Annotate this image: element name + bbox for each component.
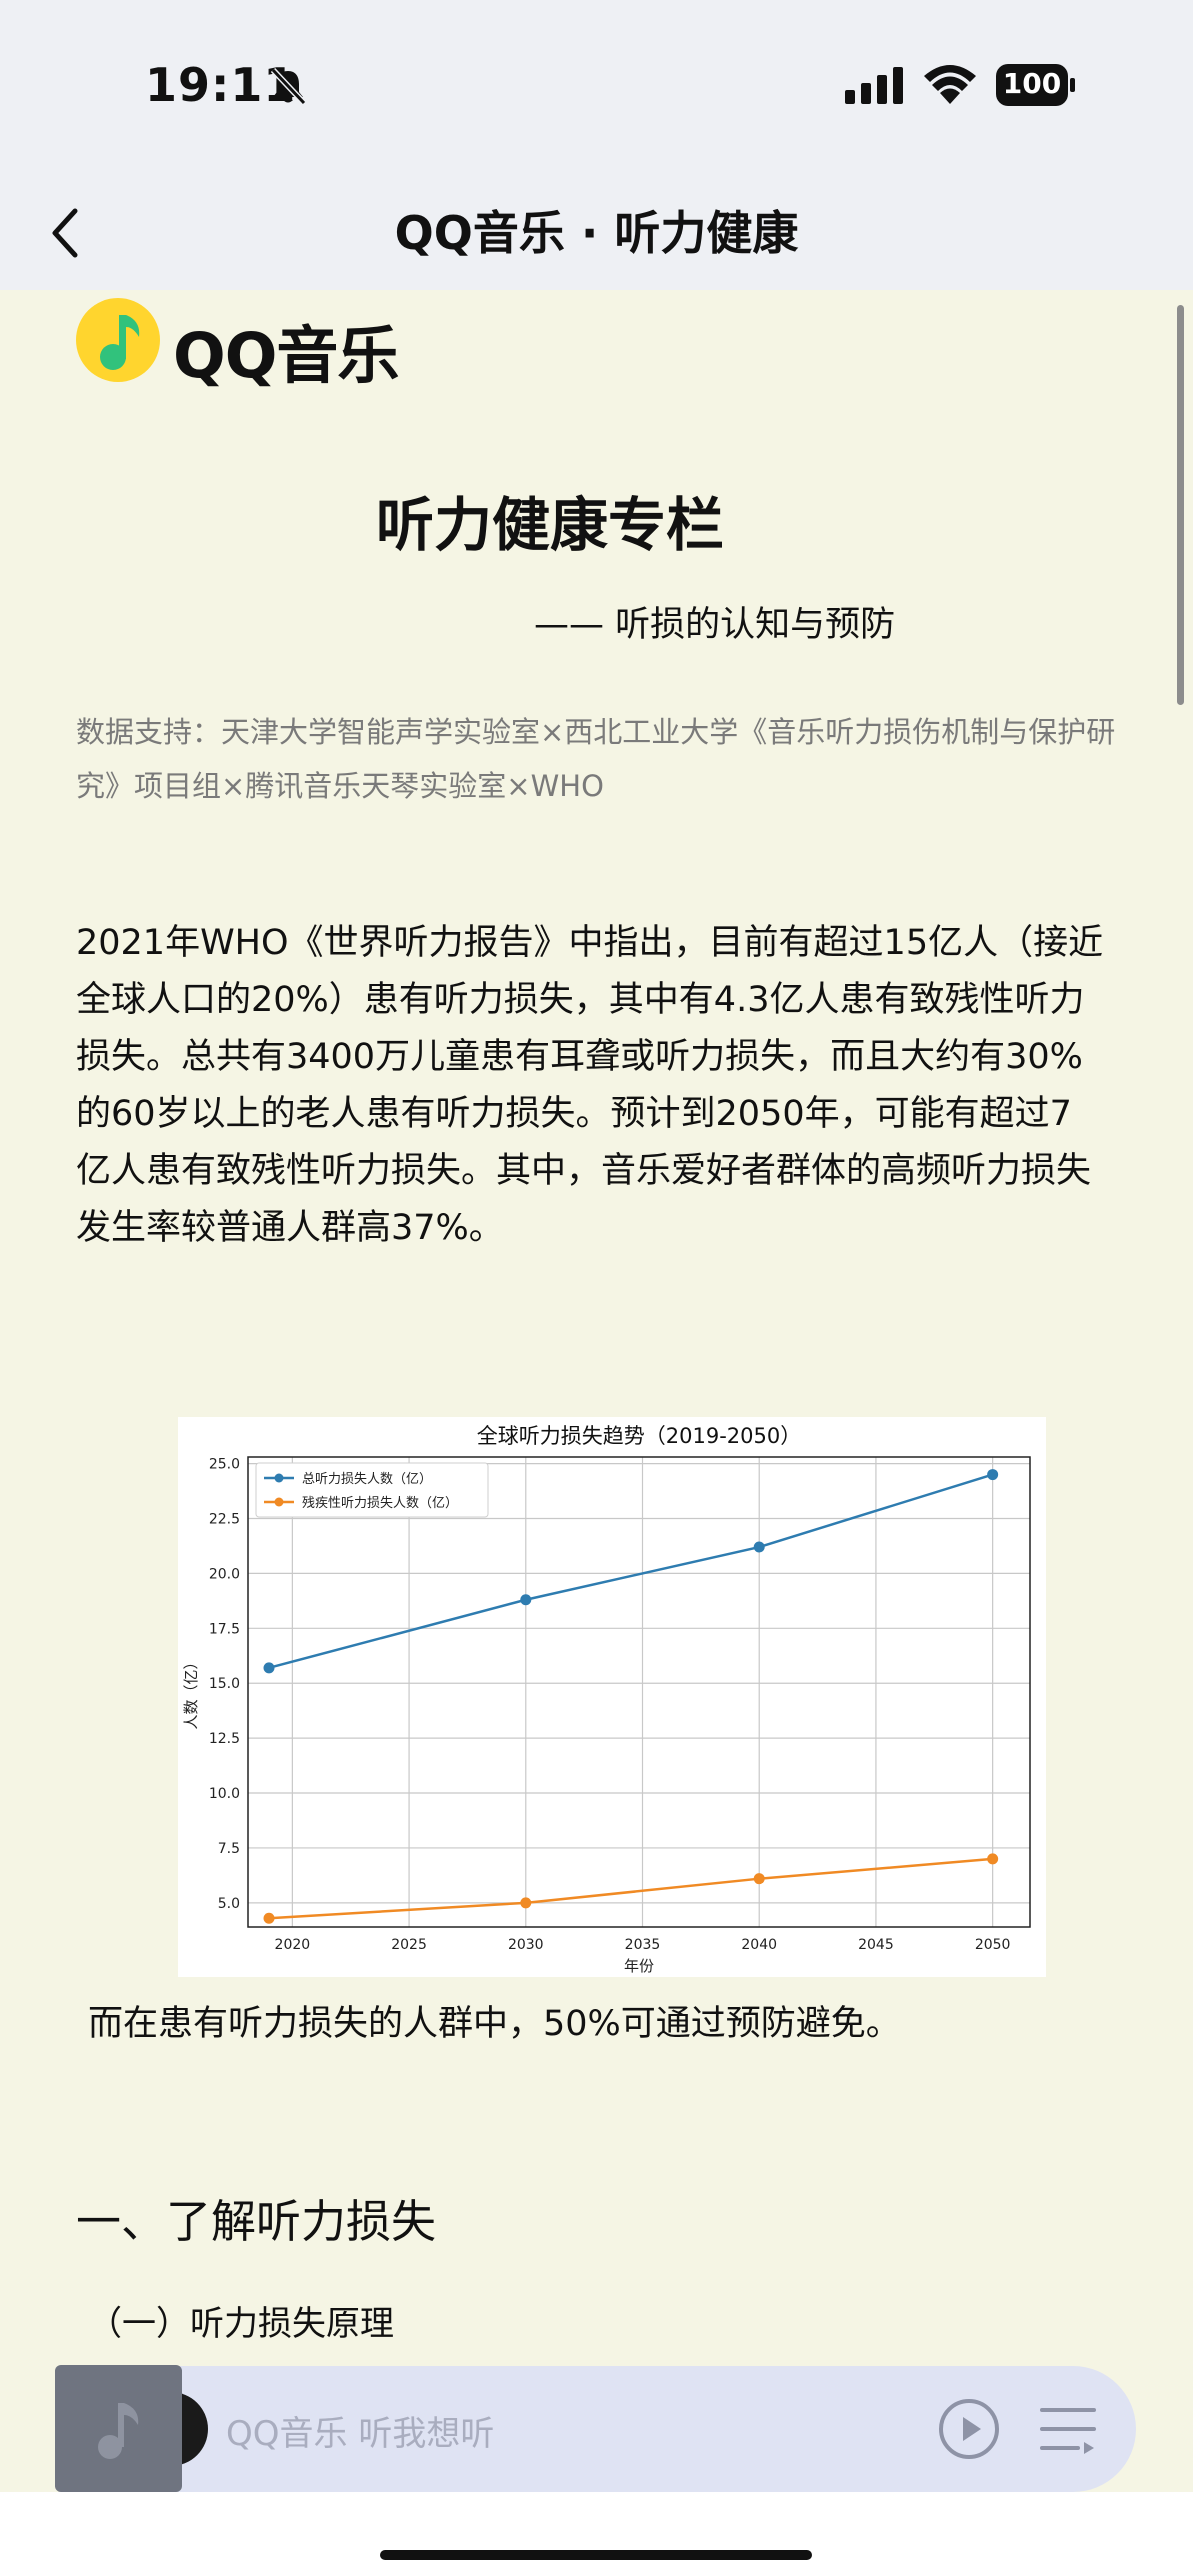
data-point — [520, 1594, 532, 1606]
intro-line: 全球人口的20%）患有听力损失，其中有4.3亿人患有致残性听力 — [76, 980, 1085, 1020]
legend-label: 残疾性听力损失人数（亿） — [302, 1496, 458, 1511]
data-point — [753, 1541, 765, 1553]
x-tick-label: 2025 — [391, 1937, 427, 1953]
plot-frame — [247, 1456, 1031, 1928]
x-tick-label: 2050 — [975, 1937, 1011, 1953]
section-heading: 一、了解听力损失 — [76, 2195, 437, 2248]
chart-svg: 全球听力损失趋势（2019-2050） 2020 2025 2030 2035 2040 2… — [182, 1424, 1031, 1975]
y-tick-label: 15.0 — [209, 1676, 240, 1692]
intro-line: 亿人患有致残性听力损失。其中，音乐爱好者群体的高频听力损失 — [76, 1151, 1092, 1191]
article-subtitle: —— 听损的认知与预防 — [534, 605, 896, 645]
legend-marker — [274, 1497, 284, 1507]
y-tick-label: 17.5 — [209, 1621, 240, 1637]
data-point — [520, 1897, 532, 1909]
intro-line: 发生率较普通人群高37%。 — [76, 1208, 504, 1248]
status-bar: 19:11 100 — [0, 0, 1193, 175]
mini-player[interactable] — [58, 2366, 1136, 2492]
nav-bar: QQ音乐 · 听力健康 — [0, 175, 1193, 290]
legend-marker — [274, 1473, 284, 1483]
intro-line: 损失。总共有3400万儿童患有耳聋或听力损失，而且大约有30% — [76, 1037, 1083, 1077]
data-support-note: 数据支持：天津大学智能声学实验室×西北工业大学《音乐听力损伤机制与保护研究》项目… — [76, 715, 1116, 803]
legend-label: 总听力损失人数（亿） — [302, 1472, 432, 1487]
x-tick-label: 2045 — [858, 1937, 894, 1953]
y-tick-label: 7.5 — [218, 1841, 240, 1857]
scrollbar[interactable] — [1177, 305, 1184, 705]
series-line-2 — [268, 1857, 993, 1920]
playlist-icon[interactable] — [1038, 2402, 1098, 2456]
qq-music-logo-icon — [76, 298, 160, 382]
legend-box — [255, 1462, 489, 1518]
x-tick-label: 2030 — [508, 1937, 544, 1953]
wifi-icon — [924, 65, 976, 104]
y-axis-label: 人数（亿） — [182, 1654, 200, 1729]
data-point — [987, 1469, 999, 1481]
battery-level: 100 — [1002, 67, 1062, 100]
play-icon[interactable] — [937, 2397, 1001, 2461]
series-line-1 — [268, 1473, 994, 1670]
x-tick-label: 2035 — [625, 1937, 661, 1953]
article-title: 听力健康专栏 — [375, 491, 724, 559]
x-tick-label: 2020 — [275, 1937, 311, 1953]
y-tick-label: 25.0 — [209, 1457, 240, 1473]
back-icon[interactable] — [45, 203, 89, 263]
intro-paragraph: 2021年WHO《世界听力报告》中指出，目前有超过15亿人（接近 全球人口的20… — [76, 915, 1141, 1257]
bell-muted-icon — [270, 67, 307, 106]
data-point — [987, 1853, 999, 1865]
y-tick-label: 10.0 — [209, 1786, 240, 1802]
battery-icon — [996, 64, 1075, 106]
bottom-safe-area — [0, 2492, 1193, 2560]
page-title: QQ音乐 · 听力健康 — [394, 206, 799, 260]
prevention-note: 而在患有听力损失的人群中，50%可通过预防避免。 — [88, 2004, 901, 2044]
subsection-heading: （一）听力损失原理 — [88, 2304, 394, 2344]
intro-line: 的60岁以上的老人患有听力损失。预计到2050年，可能有超过7 — [76, 1094, 1072, 1134]
battery-indicator: 100 — [996, 63, 1076, 107]
player-hint: QQ音乐 听我想听 — [226, 2414, 495, 2454]
y-tick-label: 20.0 — [209, 1566, 240, 1582]
chart-title: 全球听力损失趋势（2019-2050） — [477, 1424, 801, 1448]
logo-text: QQ音乐 — [173, 319, 399, 392]
data-point — [753, 1873, 765, 1885]
x-axis-label: 年份 — [624, 1957, 654, 1975]
hearing-loss-trend-chart: 全球听力损失趋势（2019-2050） 2020 2025 2030 2035 2040 2… — [178, 1417, 1046, 1977]
data-point — [263, 1912, 275, 1924]
music-note-icon — [98, 2403, 139, 2459]
status-time: 19:11 — [145, 58, 297, 112]
data-point — [263, 1662, 275, 1674]
y-tick-label: 12.5 — [209, 1731, 240, 1747]
y-tick-label: 5.0 — [218, 1896, 240, 1912]
home-indicator[interactable] — [380, 2550, 812, 2560]
intro-line: 2021年WHO《世界听力报告》中指出，目前有超过15亿人（接近 — [76, 923, 1104, 963]
x-tick-label: 2040 — [741, 1937, 777, 1953]
y-tick-label: 22.5 — [209, 1511, 240, 1527]
cellular-signal-icon — [845, 67, 903, 104]
